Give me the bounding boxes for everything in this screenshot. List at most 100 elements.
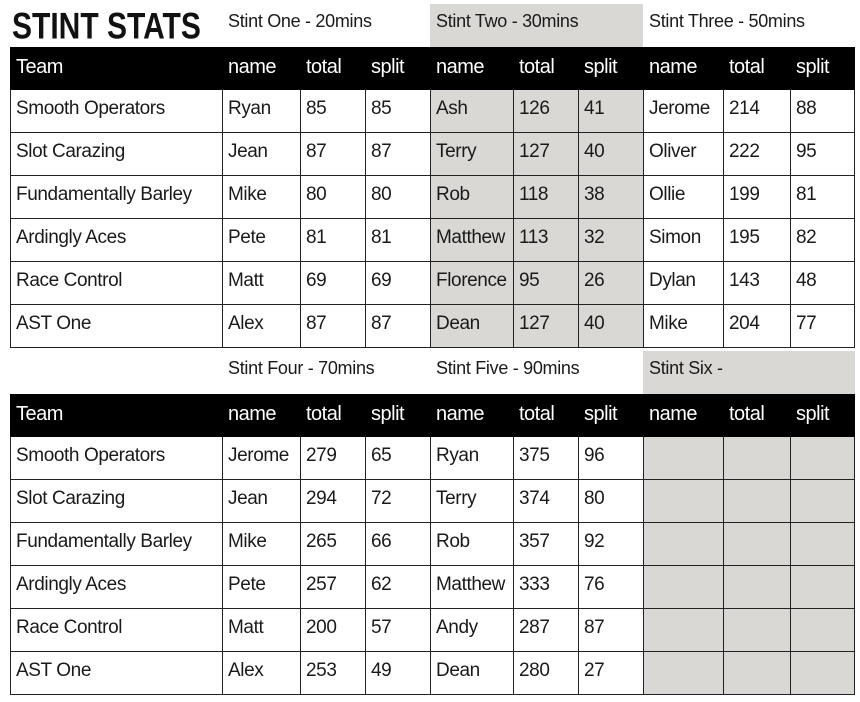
table-cell: 85 bbox=[365, 90, 430, 133]
table-cell: 26 bbox=[578, 262, 643, 305]
table-cell: Simon bbox=[643, 219, 723, 262]
table-cell: 204 bbox=[723, 305, 790, 348]
table-cell: 279 bbox=[300, 437, 365, 480]
column-header: name bbox=[649, 56, 698, 78]
table-cell: 81 bbox=[365, 219, 430, 262]
table-cell bbox=[723, 566, 790, 609]
table-cell: 82 bbox=[790, 219, 855, 262]
table-cell: Rob bbox=[430, 176, 513, 219]
table-cell: Matt bbox=[222, 262, 300, 305]
table-cell: Alex bbox=[222, 652, 300, 695]
table-cell: 214 bbox=[723, 90, 790, 133]
table-cell: Slot Carazing bbox=[10, 133, 222, 176]
table-cell bbox=[790, 566, 855, 609]
table-cell: 127 bbox=[513, 133, 578, 176]
column-header: name bbox=[228, 56, 277, 78]
table-cell: 200 bbox=[300, 609, 365, 652]
table-cell bbox=[723, 609, 790, 652]
column-header: split bbox=[796, 403, 830, 425]
table-cell: 40 bbox=[578, 305, 643, 348]
column-header: split bbox=[796, 56, 830, 78]
column-header: split bbox=[371, 403, 405, 425]
table-cell: 87 bbox=[300, 305, 365, 348]
table-cell: Dylan bbox=[643, 262, 723, 305]
table-cell bbox=[723, 480, 790, 523]
stint-table-2: Stint Four - 70mins Stint Five - 90mins St… bbox=[10, 351, 855, 695]
table-cell: 333 bbox=[513, 566, 578, 609]
column-header: split bbox=[584, 403, 618, 425]
column-header: total bbox=[306, 56, 342, 78]
table-cell bbox=[723, 437, 790, 480]
table-cell bbox=[790, 480, 855, 523]
column-header: total bbox=[729, 403, 765, 425]
table-cell: 69 bbox=[365, 262, 430, 305]
table-cell: 265 bbox=[300, 523, 365, 566]
table-cell: Ryan bbox=[222, 90, 300, 133]
table-cell: 96 bbox=[578, 437, 643, 480]
table-cell: Rob bbox=[430, 523, 513, 566]
table-cell: 253 bbox=[300, 652, 365, 695]
table-cell: 113 bbox=[513, 219, 578, 262]
table-cell: 118 bbox=[513, 176, 578, 219]
table-cell: 95 bbox=[513, 262, 578, 305]
table-cell: 294 bbox=[300, 480, 365, 523]
table-cell: 65 bbox=[365, 437, 430, 480]
table-cell: 49 bbox=[365, 652, 430, 695]
table-cell: Florence bbox=[430, 262, 513, 305]
table-cell: Mike bbox=[643, 305, 723, 348]
column-header: total bbox=[729, 56, 765, 78]
column-header: split bbox=[371, 56, 405, 78]
table-cell: 85 bbox=[300, 90, 365, 133]
table-cell: 69 bbox=[300, 262, 365, 305]
table-cell: 199 bbox=[723, 176, 790, 219]
table-cell: Ardingly Aces bbox=[10, 566, 222, 609]
table-cell: 72 bbox=[365, 480, 430, 523]
table-cell: 87 bbox=[578, 609, 643, 652]
table-cell bbox=[723, 523, 790, 566]
column-header: Team bbox=[16, 403, 63, 425]
column-header: total bbox=[519, 403, 555, 425]
table-cell: Matt bbox=[222, 609, 300, 652]
table-cell: Dean bbox=[430, 652, 513, 695]
table-cell: Fundamentally Barley bbox=[10, 523, 222, 566]
table-cell: Ash bbox=[430, 90, 513, 133]
table-cell: 40 bbox=[578, 133, 643, 176]
table-cell: Race Control bbox=[10, 609, 222, 652]
table-cell: Jerome bbox=[222, 437, 300, 480]
table-cell: 80 bbox=[365, 176, 430, 219]
table-cell: 87 bbox=[365, 133, 430, 176]
table-row: Smooth Operators Jerome 279 65 Ryan 375 96 bbox=[10, 437, 855, 480]
table-row: Slot Carazing Jean 87 87 Terry 127 40 Oliver 222… bbox=[10, 133, 855, 176]
table-cell: Slot Carazing bbox=[10, 480, 222, 523]
table-cell: 126 bbox=[513, 90, 578, 133]
column-header: split bbox=[584, 56, 618, 78]
table-cell: Andy bbox=[430, 609, 513, 652]
table-row: Ardingly Aces Pete 257 62 Matthew 333 76 bbox=[10, 566, 855, 609]
spacer bbox=[10, 351, 222, 394]
table-cell: Alex bbox=[222, 305, 300, 348]
table-cell: 62 bbox=[365, 566, 430, 609]
stint-labels: Stint One - 20mins Stint Two - 30mins Stin… bbox=[10, 4, 855, 47]
table-row: Slot Carazing Jean 294 72 Terry 374 80 bbox=[10, 480, 855, 523]
column-header: Team bbox=[16, 56, 63, 78]
table-row: Fundamentally Barley Mike 265 66 Rob 357 92 bbox=[10, 523, 855, 566]
table-cell: AST One bbox=[10, 305, 222, 348]
table-cell: Smooth Operators bbox=[10, 437, 222, 480]
header-row: Team name total split name total split name tota… bbox=[10, 394, 855, 437]
stint-table-1: Stint One - 20mins Stint Two - 30mins Stin… bbox=[10, 4, 855, 348]
table-cell: Jerome bbox=[643, 90, 723, 133]
table-cell: 374 bbox=[513, 480, 578, 523]
table-cell bbox=[643, 480, 723, 523]
table-row: Fundamentally Barley Mike 80 80 Rob 118 38 Olli… bbox=[10, 176, 855, 219]
table-cell: 280 bbox=[513, 652, 578, 695]
table-cell bbox=[790, 652, 855, 695]
column-header: total bbox=[519, 56, 555, 78]
table-cell bbox=[790, 437, 855, 480]
table-row: Ardingly Aces Pete 81 81 Matthew 113 32 Simon 19… bbox=[10, 219, 855, 262]
table-cell: 87 bbox=[365, 305, 430, 348]
table-cell bbox=[643, 566, 723, 609]
table-cell: 27 bbox=[578, 652, 643, 695]
table-cell: 32 bbox=[578, 219, 643, 262]
page-title: STINT STATS bbox=[12, 6, 201, 48]
table-cell: Matthew bbox=[430, 566, 513, 609]
